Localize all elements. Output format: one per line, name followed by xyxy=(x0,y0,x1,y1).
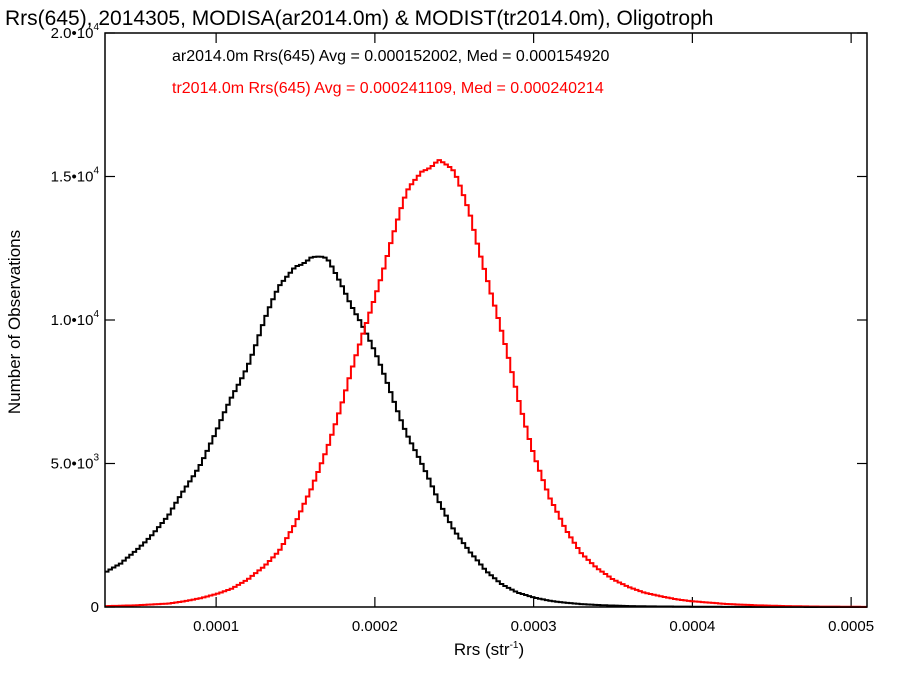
series-1-line xyxy=(105,159,867,608)
x-tick-label: 0.0005 xyxy=(828,618,874,635)
chart-title: Rrs(645), 2014305, MODISA(ar2014.0m) & M… xyxy=(5,7,713,30)
x-tick-label: 0.0004 xyxy=(669,618,715,635)
y-axis-ticks: 0 5.0•103 1.0•104 1.5•104 2.0•104 xyxy=(51,22,867,616)
y-tick-label: 2.0•104 xyxy=(51,22,100,42)
x-tick-label: 0.0002 xyxy=(352,618,398,635)
y-tick-label: 0 xyxy=(91,599,99,616)
plot-frame xyxy=(104,32,868,608)
legend-entry-tr2014: tr2014.0m Rrs(645) Avg = 0.000241109, Me… xyxy=(172,80,604,97)
x-axis-ticks: 0.0001 0.0002 0.0003 0.0004 0.0005 xyxy=(193,33,874,635)
y-axis-label: Number of Observations xyxy=(5,230,24,414)
y-tick-label: 1.0•104 xyxy=(51,309,100,329)
series-0-line xyxy=(105,255,867,608)
y-tick-label: 5.0•103 xyxy=(51,453,100,473)
x-axis-label: Rrs (str-1) xyxy=(454,640,524,659)
legend-entry-ar2014: ar2014.0m Rrs(645) Avg = 0.000152002, Me… xyxy=(172,48,609,65)
x-tick-label: 0.0003 xyxy=(511,618,557,635)
x-tick-label: 0.0001 xyxy=(193,618,239,635)
y-tick-label: 1.5•104 xyxy=(51,166,100,186)
series-layer xyxy=(105,159,867,608)
